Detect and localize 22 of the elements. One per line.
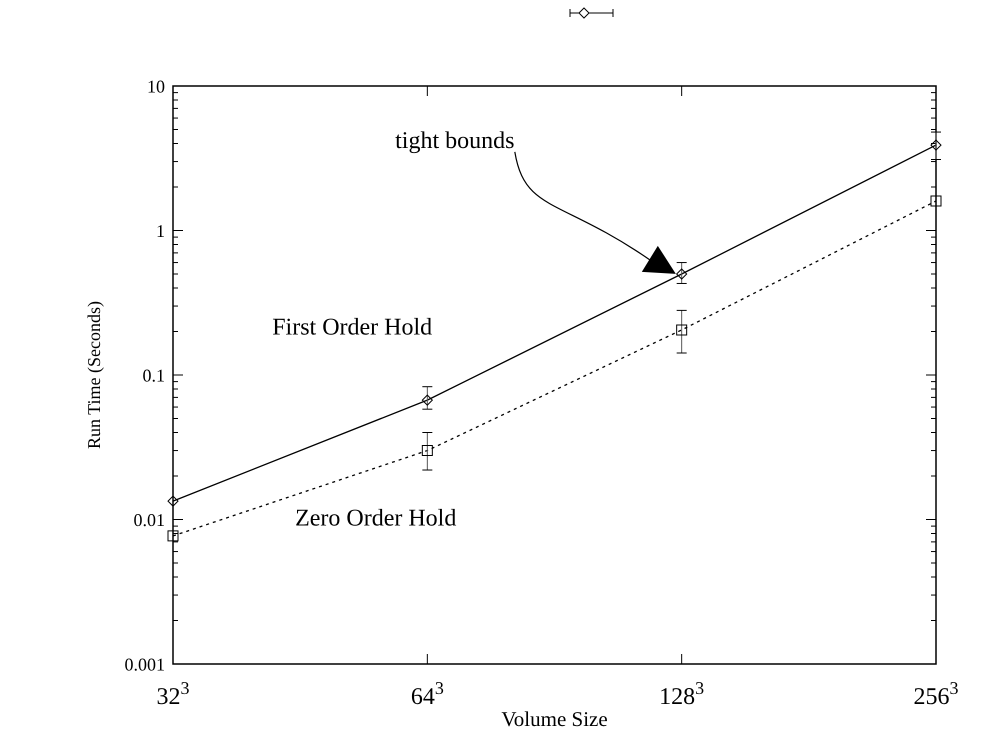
y-tick-label: 0.001 [124, 654, 165, 674]
y-tick-label: 0.01 [134, 510, 165, 530]
point [422, 445, 433, 456]
point [168, 530, 178, 542]
point [930, 196, 942, 207]
point [422, 394, 433, 406]
x-axis-title: Volume Size [501, 707, 608, 731]
annotation: tight bounds [395, 128, 514, 154]
point [930, 140, 942, 151]
text: First Order Hold [272, 314, 432, 341]
x-tick-label: 64$^{3}$ [410, 678, 444, 710]
y-tick-label: 10 [147, 76, 165, 96]
series-label: Zero Order Hold [295, 505, 456, 532]
point [676, 268, 688, 280]
point [168, 496, 178, 507]
x-tick-label: 32$^{3}$ [156, 678, 190, 710]
x-tick-label: 256$^{3}$ [914, 678, 958, 710]
y-tick-label: 1 [156, 220, 165, 241]
x-tick-label: 128$^{3}$ [659, 678, 704, 710]
y-axis-title: Run Time (Seconds) [84, 300, 104, 450]
y-tick-label: 0.1 [142, 365, 165, 386]
point [676, 324, 688, 336]
